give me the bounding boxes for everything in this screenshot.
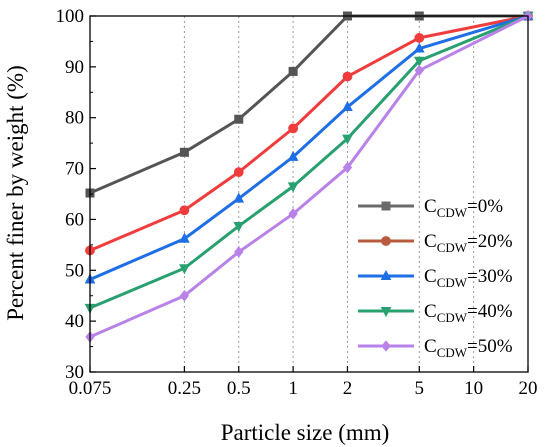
data-point-triangle-down <box>413 56 425 67</box>
y-tick-label: 100 <box>56 6 85 27</box>
grid-lines <box>183 16 475 372</box>
data-point-triangle-down <box>179 264 190 275</box>
x-tick-label: 2 <box>343 378 353 399</box>
data-point-diamond <box>179 289 190 302</box>
x-tick-label: 5 <box>415 378 425 399</box>
axis-ticks: 0.075 0.25 0.5 1 2 5 10 20 30 40 50 60 70 80 90 100 <box>56 6 538 399</box>
data-point-circle <box>179 205 190 216</box>
y-tick-label: 50 <box>65 260 84 281</box>
y-tick-label: 80 <box>65 108 84 129</box>
x-tick-label: 0.075 <box>69 378 112 399</box>
legend-entry: CCDW=40% <box>358 301 513 325</box>
series-line <box>89 14 529 310</box>
legend-entry: CCDW=0% <box>358 196 503 220</box>
data-point-diamond <box>342 161 353 174</box>
legend-label: CCDW=0% <box>424 196 503 220</box>
data-point-diamond <box>414 64 424 77</box>
y-axis-title: Percent finer by weight (%) <box>3 65 28 320</box>
series-0-percent <box>85 11 533 198</box>
x-tick-label: 20 <box>519 378 538 399</box>
data-point-circle <box>414 32 425 43</box>
data-point-diamond <box>234 246 244 258</box>
legend-entry: CCDW=20% <box>358 231 513 255</box>
data-point-triangle-up <box>342 100 353 112</box>
x-tick-label: 0.5 <box>227 378 251 399</box>
x-tick-label: 0.25 <box>168 378 201 399</box>
y-tick-label: 40 <box>65 311 84 332</box>
series-layer <box>84 9 534 343</box>
x-axis-title: Particle size (mm) <box>221 420 390 445</box>
y-tick-label: 70 <box>65 159 84 180</box>
data-point-triangle-up <box>233 192 245 203</box>
legend: CCDW=0% CCDW=20% CCDW=30% CCDW=40% CCDW=50% <box>358 196 513 360</box>
legend-entry: CCDW=30% <box>358 266 513 290</box>
data-point-circle <box>288 123 299 134</box>
data-point-square <box>381 201 391 211</box>
data-point-triangle-up <box>179 232 190 243</box>
data-point-square <box>234 114 244 124</box>
data-point-circle <box>233 167 244 178</box>
data-point-circle <box>381 236 391 246</box>
data-point-triangle-up <box>380 269 392 280</box>
data-point-triangle-down <box>380 307 392 318</box>
data-point-circle <box>342 71 353 82</box>
legend-label: CCDW=40% <box>424 301 513 325</box>
x-tick-label: 1 <box>288 378 298 399</box>
legend-label: CCDW=50% <box>424 336 513 360</box>
y-tick-label: 60 <box>65 209 84 230</box>
legend-entry: CCDW=50% <box>358 336 513 360</box>
y-tick-label: 90 <box>65 57 84 78</box>
data-point-triangle-down <box>233 222 245 233</box>
series-50-percent <box>85 10 533 343</box>
series-40-percent <box>84 12 534 314</box>
data-point-square <box>288 66 298 76</box>
data-point-triangle-down <box>287 182 299 193</box>
data-point-square <box>179 147 189 157</box>
data-point-diamond <box>288 208 298 220</box>
x-tick-label: 10 <box>464 378 483 399</box>
data-point-triangle-down <box>342 134 353 145</box>
y-tick-label: 30 <box>65 362 84 383</box>
legend-label: CCDW=30% <box>424 266 513 290</box>
legend-label: CCDW=20% <box>424 231 513 255</box>
data-point-triangle-up <box>287 150 299 161</box>
data-point-triangle-up <box>413 42 425 53</box>
data-point-diamond <box>381 340 391 352</box>
